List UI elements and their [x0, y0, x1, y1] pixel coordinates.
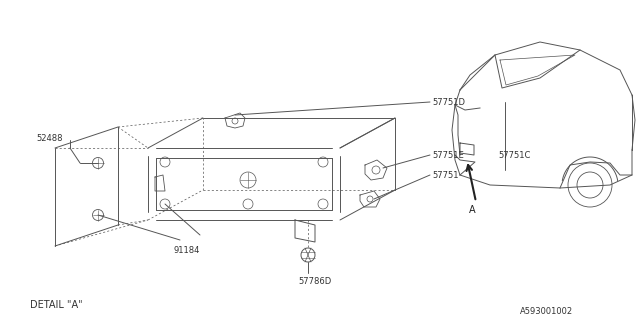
Text: 57786D: 57786D — [298, 276, 332, 285]
Text: 91184: 91184 — [174, 245, 200, 254]
Text: DETAIL "A": DETAIL "A" — [30, 300, 83, 310]
Text: A593001002: A593001002 — [520, 308, 573, 316]
Text: 52488: 52488 — [36, 133, 63, 142]
Text: 57751E: 57751E — [432, 150, 464, 159]
Text: 57751: 57751 — [432, 171, 458, 180]
Text: A: A — [468, 205, 476, 215]
Text: 57751D: 57751D — [432, 98, 465, 107]
Text: 57751C: 57751C — [498, 150, 531, 159]
